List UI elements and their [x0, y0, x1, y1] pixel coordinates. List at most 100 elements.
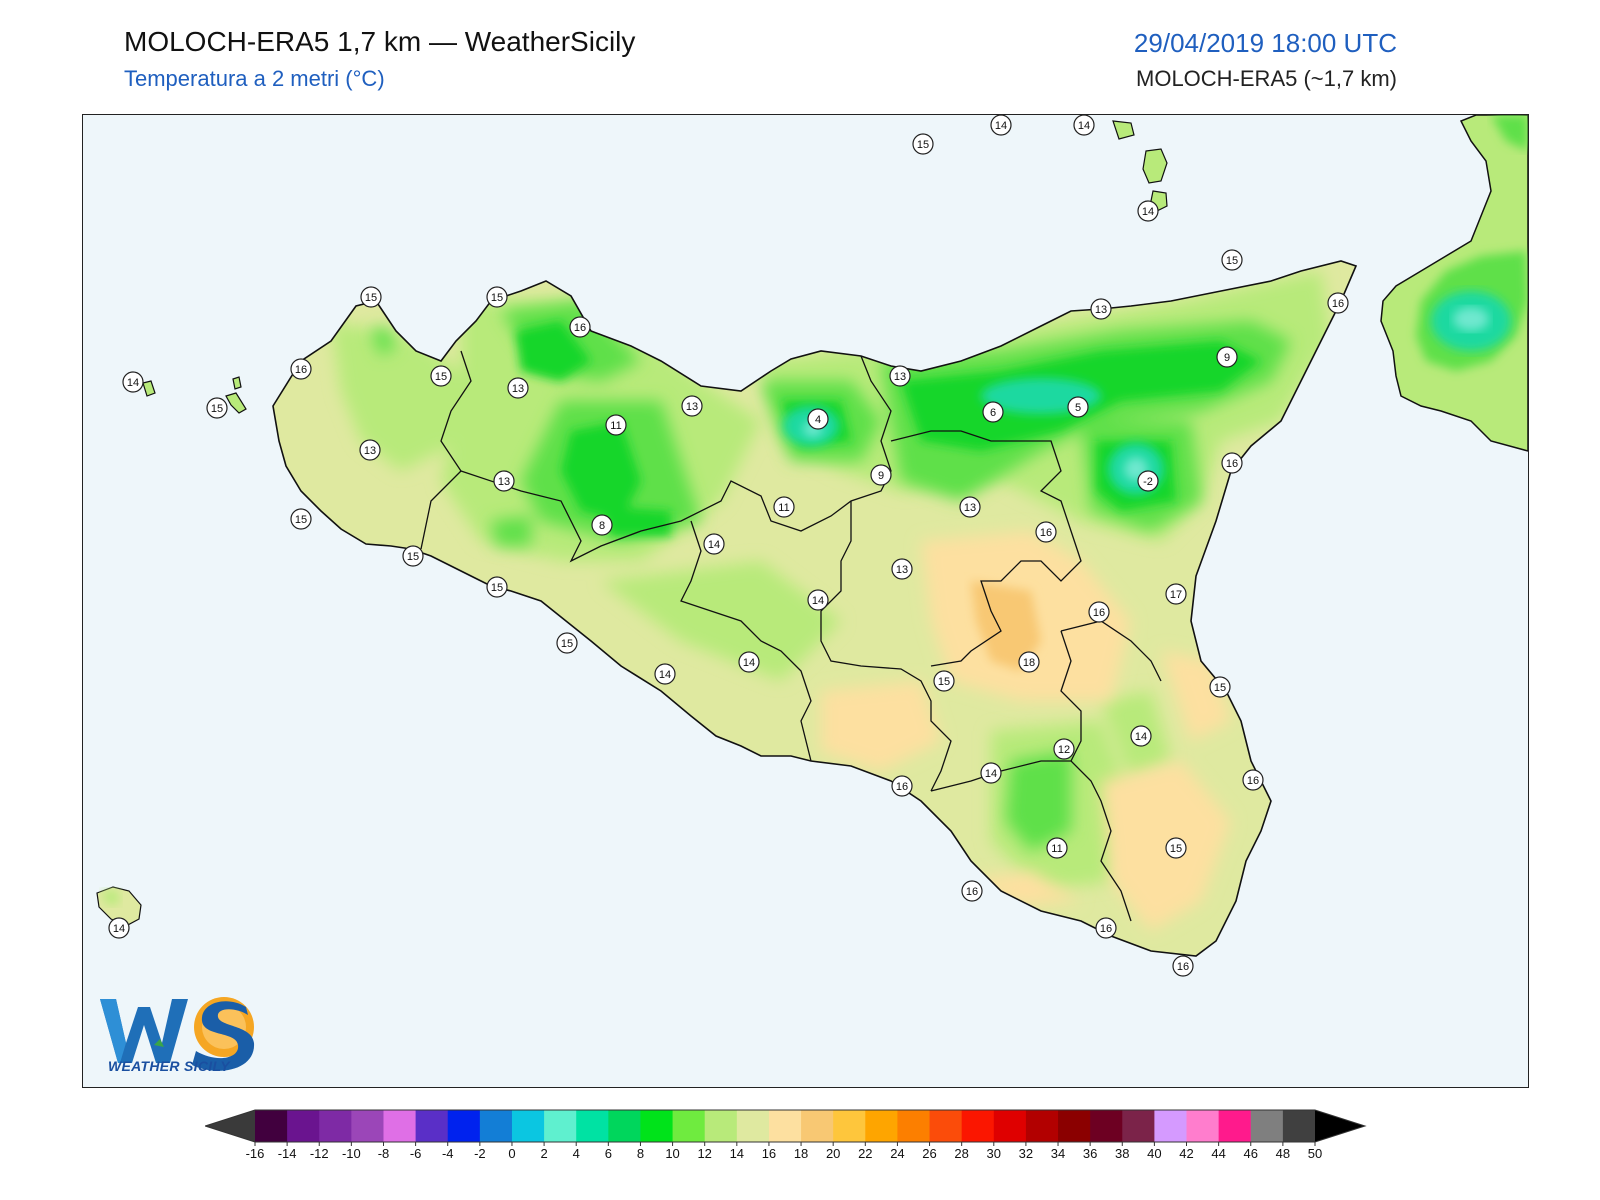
- station-marker: 17: [1165, 583, 1187, 605]
- calabria-landmass: [1380, 115, 1528, 452]
- map-title: MOLOCH-ERA5 1,7 km — WeatherSicily: [124, 26, 636, 57]
- weather-sicily-logo: [96, 985, 266, 1075]
- colorbar-tick-label: 10: [665, 1146, 679, 1161]
- station-marker: 16: [1242, 769, 1264, 791]
- svg-text:12: 12: [1058, 744, 1070, 756]
- colorbar-tick-label: 12: [697, 1146, 711, 1161]
- station-marker: 12: [1053, 738, 1075, 760]
- station-marker: 15: [486, 576, 508, 598]
- svg-text:16: 16: [295, 364, 307, 376]
- colorbar-tick-label: -6: [410, 1146, 422, 1161]
- station-marker: 14: [980, 762, 1002, 784]
- colorbar-swatch: [768, 1110, 802, 1142]
- station-marker: 8: [591, 514, 613, 536]
- colorbar-swatch: [801, 1110, 834, 1142]
- svg-text:14: 14: [985, 768, 997, 780]
- svg-text:15: 15: [1214, 682, 1226, 694]
- svg-text:16: 16: [1226, 458, 1238, 470]
- svg-text:17: 17: [1170, 589, 1182, 601]
- svg-text:13: 13: [894, 371, 906, 383]
- station-marker: 16: [1035, 521, 1057, 543]
- map-canvas: 15 14 14 14 15 16 15 15 16 13 13 14 15 1…: [83, 115, 1528, 1087]
- station-marker: 16: [290, 358, 312, 380]
- station-marker: 4: [807, 408, 829, 430]
- colorbar-tick-label: 14: [730, 1146, 744, 1161]
- svg-text:6: 6: [990, 407, 996, 419]
- colorbar-swatch: [897, 1110, 931, 1142]
- svg-text:16: 16: [574, 322, 586, 334]
- station-marker: 15: [912, 133, 934, 155]
- station-marker: -2: [1137, 470, 1159, 492]
- station-marker: 16: [891, 775, 913, 797]
- station-marker: 9: [870, 464, 892, 486]
- station-marker: 14: [122, 371, 144, 393]
- colorbar-swatch: [736, 1110, 770, 1142]
- svg-text:5: 5: [1075, 402, 1081, 414]
- valid-datetime: 29/04/2019 18:00 UTC: [1133, 28, 1397, 58]
- svg-text:4: 4: [815, 414, 821, 426]
- svg-text:11: 11: [778, 502, 789, 514]
- svg-text:15: 15: [1226, 255, 1238, 267]
- weather-sicily-logo-text: WEATHER SICILY: [108, 1058, 230, 1074]
- svg-text:15: 15: [1170, 843, 1182, 855]
- colorbar-swatch: [640, 1110, 674, 1142]
- colorbar-tick-label: -16: [246, 1146, 265, 1161]
- svg-text:16: 16: [1093, 607, 1105, 619]
- svg-text:16: 16: [896, 781, 908, 793]
- colorbar-swatch: [1282, 1110, 1316, 1142]
- colorbar-swatch: [961, 1110, 995, 1142]
- model-label: MOLOCH-ERA5 (~1,7 km): [1136, 66, 1397, 91]
- colorbar-swatch: [1122, 1110, 1155, 1142]
- colorbar-over-arrow: [1315, 1110, 1365, 1142]
- colorbar-swatch: [1090, 1110, 1123, 1142]
- svg-text:9: 9: [1224, 352, 1230, 364]
- svg-text:13: 13: [686, 401, 698, 413]
- station-marker: 14: [738, 651, 760, 673]
- islands: [96, 120, 1168, 927]
- station-marker: 14: [703, 533, 725, 555]
- svg-text:8: 8: [599, 520, 605, 532]
- svg-text:16: 16: [1247, 775, 1259, 787]
- station-marker: 15: [556, 632, 578, 654]
- svg-text:14: 14: [659, 669, 671, 681]
- colorbar-tick-label: 36: [1083, 1146, 1097, 1161]
- colorbar-tick-label: 38: [1115, 1146, 1129, 1161]
- colorbar-tick-label: 28: [954, 1146, 968, 1161]
- svg-text:14: 14: [708, 539, 720, 551]
- colorbar-tick-label: 20: [826, 1146, 840, 1161]
- colorbar-tick-label: 0: [508, 1146, 515, 1161]
- station-marker: 15: [206, 397, 228, 419]
- colorbar-swatch: [1154, 1110, 1188, 1142]
- colorbar-swatch: [993, 1110, 1027, 1142]
- station-marker: 13: [507, 377, 529, 399]
- svg-text:16: 16: [1332, 298, 1344, 310]
- svg-text:16: 16: [1040, 527, 1052, 539]
- svg-text:15: 15: [917, 139, 929, 151]
- colorbar-swatch: [865, 1110, 898, 1142]
- svg-text:14: 14: [1142, 206, 1154, 218]
- temperature-map: 15 14 14 14 15 16 15 15 16 13 13 14 15 1…: [82, 114, 1529, 1088]
- colorbar-tick-label: 34: [1051, 1146, 1065, 1161]
- colorbar-tick-label: 2: [540, 1146, 547, 1161]
- colorbar-tick-label: 16: [762, 1146, 776, 1161]
- svg-text:9: 9: [878, 470, 884, 482]
- station-marker: 16: [1221, 452, 1243, 474]
- colorbar-tick-label: 18: [794, 1146, 808, 1161]
- colorbar-swatch: [1218, 1110, 1252, 1142]
- colorbar-tick-label: 8: [637, 1146, 644, 1161]
- colorbar-tick-label: -12: [310, 1146, 329, 1161]
- svg-text:14: 14: [743, 657, 755, 669]
- colorbar-tick-label: 40: [1147, 1146, 1161, 1161]
- station-marker: 13: [889, 365, 911, 387]
- colorbar-swatch: [544, 1110, 577, 1142]
- station-marker: 15: [1165, 837, 1187, 859]
- colorbar-tick-label: 6: [605, 1146, 612, 1161]
- colorbar-swatch: [576, 1110, 609, 1142]
- colorbar-swatch: [1058, 1110, 1091, 1142]
- svg-text:13: 13: [498, 476, 510, 488]
- station-marker: 14: [1137, 200, 1159, 222]
- svg-text:15: 15: [365, 292, 377, 304]
- svg-text:13: 13: [512, 383, 524, 395]
- colorbar-swatch: [255, 1110, 288, 1142]
- svg-text:15: 15: [435, 371, 447, 383]
